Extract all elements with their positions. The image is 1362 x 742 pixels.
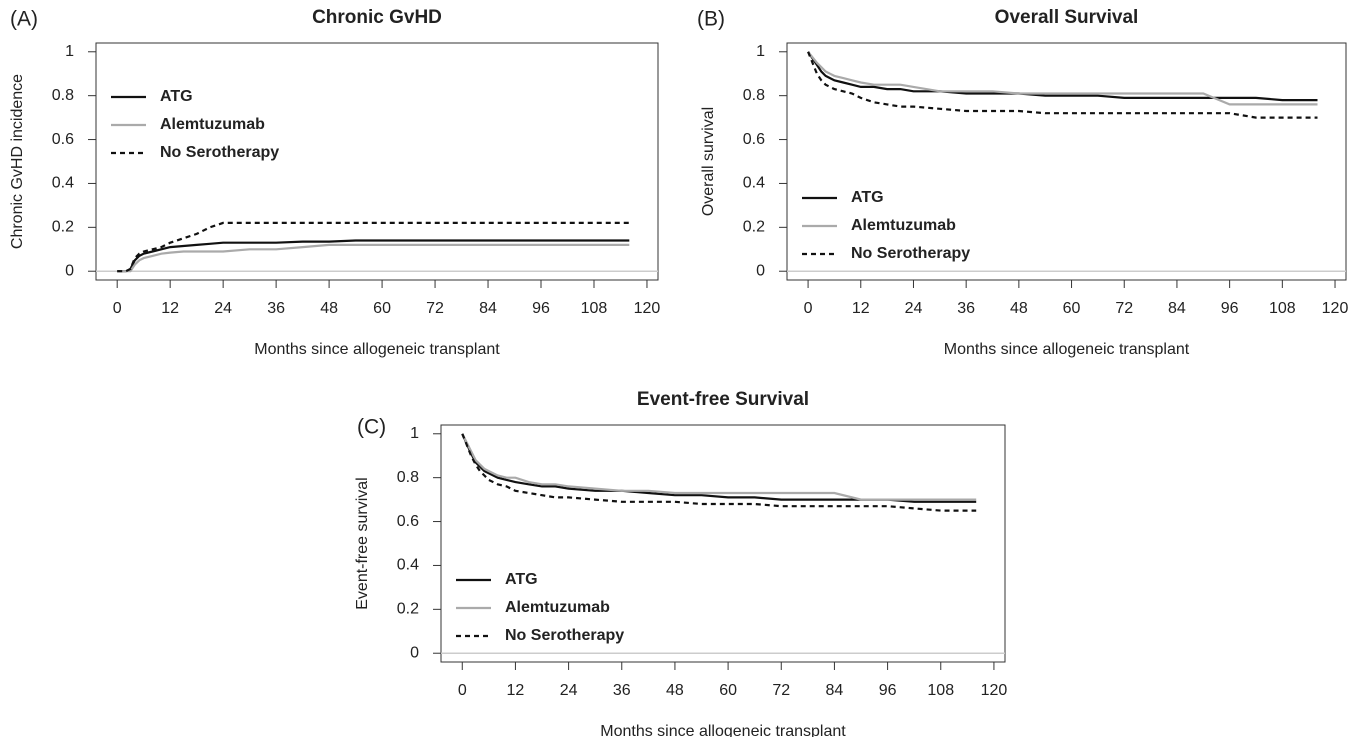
- y-tick-label: 1: [756, 43, 765, 60]
- plot-frame: [440, 424, 1006, 663]
- y-tick-label: 1: [410, 425, 419, 442]
- x-tick-label: 24: [560, 682, 578, 699]
- x-tick-label: 24: [214, 300, 232, 317]
- y-tick-label: 0.6: [397, 513, 419, 530]
- x-tick-label: 84: [479, 300, 497, 317]
- y-tick-label: 1: [65, 43, 74, 60]
- x-tick-label: 0: [804, 300, 813, 317]
- legend-label: Alemtuzumab: [160, 116, 265, 133]
- panel-label: (B): [697, 8, 725, 31]
- series-line: [461, 433, 977, 503]
- x-tick-label: 96: [532, 300, 550, 317]
- x-tick-label: 0: [113, 300, 122, 317]
- x-tick-label: 24: [905, 300, 923, 317]
- y-axis-label: Overall survival: [700, 107, 717, 216]
- x-tick-label: 36: [957, 300, 975, 317]
- x-axis-label: Months since allogeneic transplant: [600, 723, 846, 737]
- x-tick-label: 108: [927, 682, 954, 699]
- y-tick-label: 0.6: [52, 131, 74, 148]
- y-tick-label: 0.8: [743, 87, 765, 104]
- y-tick-label: 0.2: [52, 219, 74, 236]
- x-tick-label: 72: [1115, 300, 1133, 317]
- x-tick-label: 48: [320, 300, 338, 317]
- y-tick-label: 0.4: [397, 557, 419, 574]
- plot-frame: [786, 42, 1347, 281]
- legend-label: ATG: [851, 189, 884, 206]
- x-tick-label: 60: [1063, 300, 1081, 317]
- x-tick-label: 120: [634, 300, 661, 317]
- legend-label: No Serotherapy: [160, 144, 279, 161]
- x-tick-label: 96: [879, 682, 897, 699]
- y-tick-label: 0: [65, 262, 74, 279]
- x-tick-label: 12: [161, 300, 179, 317]
- y-axis-label: Event-free survival: [354, 477, 371, 610]
- x-tick-label: 72: [426, 300, 444, 317]
- series-line: [117, 221, 630, 273]
- series-line: [117, 239, 630, 273]
- legend-label: No Serotherapy: [851, 245, 970, 262]
- x-tick-label: 120: [1322, 300, 1349, 317]
- series-line: [461, 433, 977, 512]
- y-tick-label: 0.8: [52, 87, 74, 104]
- x-axis-label: Months since allogeneic transplant: [254, 341, 500, 358]
- x-tick-label: 48: [1010, 300, 1028, 317]
- y-tick-label: 0: [410, 644, 419, 661]
- legend-label: ATG: [160, 88, 193, 105]
- x-tick-label: 60: [373, 300, 391, 317]
- x-tick-label: 12: [507, 682, 525, 699]
- series-line: [461, 433, 977, 501]
- y-tick-label: 0.4: [743, 175, 765, 192]
- series-line: [807, 51, 1318, 119]
- y-axis-label: Chronic GvHD incidence: [9, 74, 26, 249]
- x-tick-label: 96: [1221, 300, 1239, 317]
- chart-title: Overall Survival: [995, 7, 1139, 28]
- x-tick-label: 84: [1168, 300, 1186, 317]
- legend-label: Alemtuzumab: [851, 217, 956, 234]
- x-tick-label: 48: [666, 682, 684, 699]
- y-tick-label: 0.2: [743, 219, 765, 236]
- panel-label: (A): [10, 8, 38, 31]
- plot-frame: [95, 42, 659, 281]
- x-tick-label: 60: [719, 682, 737, 699]
- legend-label: ATG: [505, 571, 538, 588]
- x-tick-label: 36: [613, 682, 631, 699]
- series-line: [117, 243, 630, 273]
- x-tick-label: 12: [852, 300, 870, 317]
- legend-label: Alemtuzumab: [505, 599, 610, 616]
- x-tick-label: 72: [772, 682, 790, 699]
- panel-label: (C): [357, 416, 386, 439]
- y-tick-label: 0.8: [397, 469, 419, 486]
- x-tick-label: 120: [981, 682, 1008, 699]
- legend-label: No Serotherapy: [505, 627, 624, 644]
- x-tick-label: 84: [826, 682, 844, 699]
- x-tick-label: 0: [458, 682, 467, 699]
- y-tick-label: 0.4: [52, 175, 74, 192]
- x-tick-label: 108: [581, 300, 608, 317]
- y-tick-label: 0.6: [743, 131, 765, 148]
- x-axis-label: Months since allogeneic transplant: [944, 341, 1190, 358]
- y-tick-label: 0.2: [397, 601, 419, 618]
- x-tick-label: 36: [267, 300, 285, 317]
- chart-title: Chronic GvHD: [312, 7, 442, 28]
- x-tick-label: 108: [1269, 300, 1296, 317]
- series-line: [807, 51, 1318, 106]
- chart-title: Event-free Survival: [637, 389, 809, 410]
- y-tick-label: 0: [756, 262, 765, 279]
